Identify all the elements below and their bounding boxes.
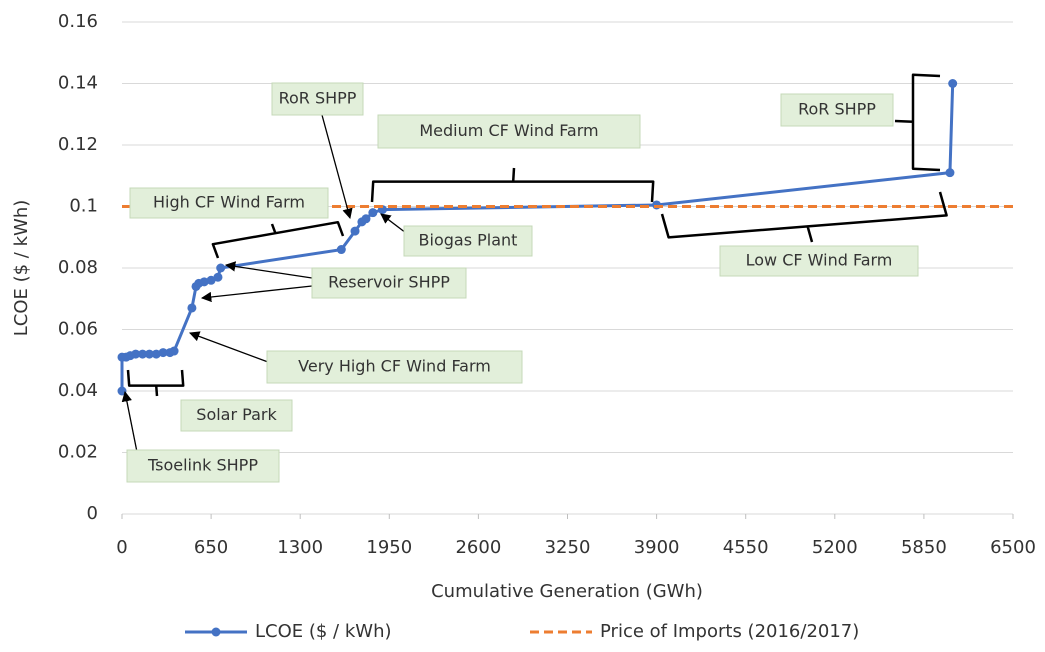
brace [370,167,655,203]
annotation-box [180,399,293,432]
point [138,349,148,359]
x-axis-label: Cumulative Generation (GWh) [431,581,703,602]
x-tick-label: 3900 [634,537,680,558]
point [187,303,197,313]
y-tick-label: 0.02 [58,442,98,463]
arrow [189,331,269,363]
annotations: RoR SHPP Medium CF Wind Farm High CF Wind … [121,73,948,483]
x-tick-label: 1950 [366,537,412,558]
y-tick-label: 0 [87,503,98,524]
annotation-box [403,225,533,257]
annotation: Very High CF Wind Farm [298,357,491,376]
legend-marker [211,627,221,637]
x-tick-label: 650 [194,537,228,558]
point [350,226,360,236]
annotation-box [129,187,329,219]
annotation-box [126,449,280,483]
annotation: RoR SHPP [279,89,357,108]
arrow [200,285,313,303]
point [206,275,216,285]
point [169,346,179,356]
annotation-box [719,245,919,277]
point [361,214,371,224]
x-tick-label: 3250 [545,537,591,558]
y-tick-label: 0.08 [58,257,98,278]
annotation-box [266,350,523,384]
annotation: Biogas Plant [419,231,518,250]
arrow [224,261,313,279]
annotation: High CF Wind Farm [153,193,305,212]
annotation-box [377,114,641,149]
annotation: Medium CF Wind Farm [419,121,598,140]
x-tick-label: 5200 [812,537,858,558]
annotation-box [311,267,467,299]
brace [211,220,345,259]
legend-label: Price of Imports (2016/2017) [600,621,859,642]
y-tick-label: 0.16 [58,11,98,32]
brace [126,369,185,397]
point [131,349,141,359]
x-tick-label: 2600 [455,537,501,558]
point [151,349,161,359]
annotation: Low CF Wind Farm [746,251,893,270]
y-axis-label: LCOE ($ / kWh) [11,200,32,337]
annotation-box [271,82,364,116]
x-tick-label: 4550 [723,537,769,558]
annotation: Solar Park [196,405,277,424]
annotation: RoR SHPP [798,100,876,119]
point [652,200,662,210]
point [368,208,378,218]
point [144,349,154,359]
y-tick-label: 0.04 [58,380,98,401]
annotation: Tsoelink SHPP [147,456,258,475]
x-tick-label: 0 [116,537,127,558]
arrow [321,114,353,220]
x-tick-label: 5850 [901,537,947,558]
x-tick-label: 1300 [277,537,323,558]
y-tick-label: 0.14 [58,73,98,94]
arrow [121,390,138,453]
annotation-box [780,93,894,127]
annotation: Reservoir SHPP [328,273,450,292]
x-tick-label: 6500 [990,537,1036,558]
y-tick-label: 0.12 [58,134,98,155]
point [948,79,958,88]
point [336,245,346,255]
y-tick-label: 0.1 [69,196,98,217]
y-tick-label: 0.06 [58,319,98,340]
brace [894,73,941,172]
legend-label: LCOE ($ / kWh) [255,621,392,642]
point [216,263,226,273]
point [158,348,168,358]
brace [660,191,948,243]
point [213,272,223,282]
point [945,168,955,178]
point [199,277,209,287]
